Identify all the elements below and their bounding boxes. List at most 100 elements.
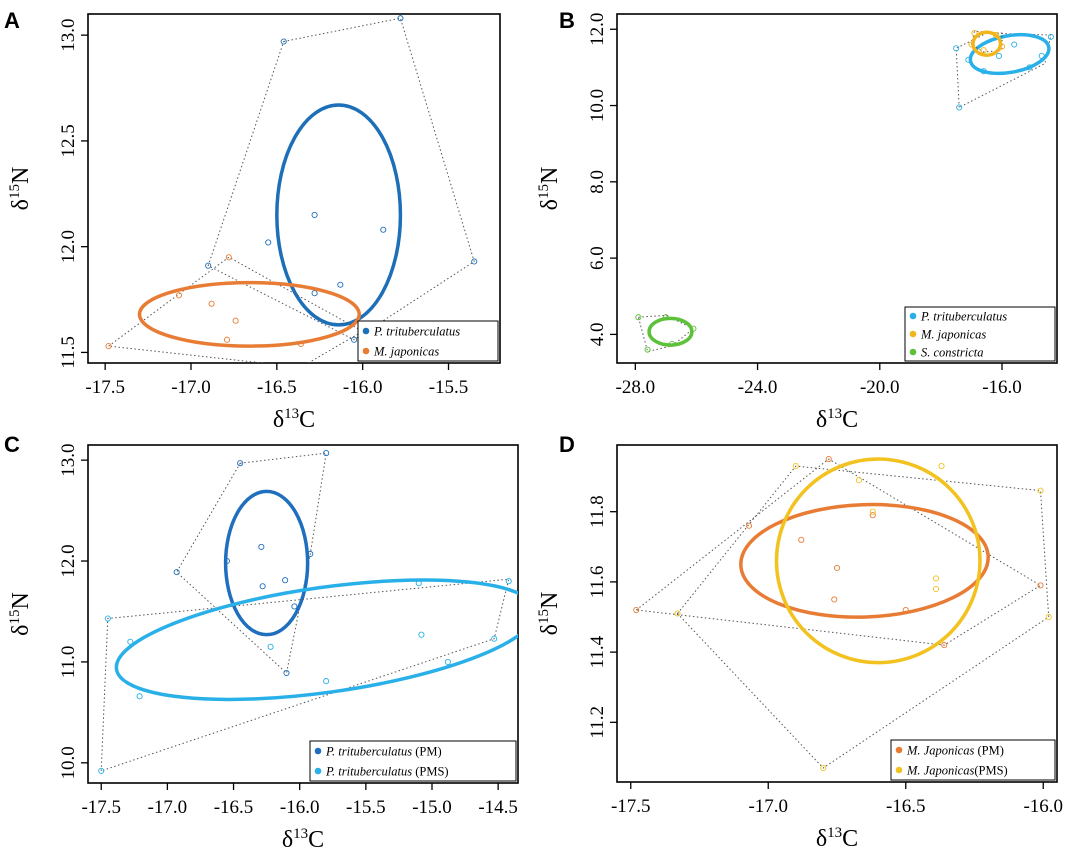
label-part: δ <box>816 826 827 852</box>
label-part: 15 <box>536 609 552 624</box>
x-tick-label: -17.0 <box>148 797 188 818</box>
y-axis-label: δ15N <box>7 592 34 636</box>
data-point <box>280 38 287 45</box>
legend-swatch <box>909 312 917 320</box>
plot-frame <box>87 13 501 364</box>
x-axis-label: δ13C <box>816 406 858 433</box>
label-part: 13 <box>827 825 842 841</box>
data-layer <box>633 455 1052 772</box>
data-point <box>265 239 272 246</box>
data-point <box>397 15 404 22</box>
data-point <box>1038 52 1045 60</box>
label-part: N <box>8 167 34 184</box>
data-point <box>173 569 180 576</box>
y-tick-label: 11.0 <box>58 646 79 679</box>
data-point <box>323 450 330 457</box>
panel-d: D-17.5 -17.0 -16.5 -16.011.211.411.611.8δ13… <box>536 432 1063 852</box>
label-part: N <box>537 167 563 184</box>
label-part: 13 <box>284 406 299 422</box>
y-tick-label: 12.0 <box>58 230 79 263</box>
data-point <box>953 45 960 52</box>
data-point <box>283 669 290 677</box>
data-point <box>869 508 876 515</box>
sea-ellipse <box>647 316 694 347</box>
y-tick-label: 11.8 <box>587 495 608 528</box>
y-tick-label: 10.0 <box>58 746 79 779</box>
x-tick-label: -17.0 <box>171 377 211 398</box>
data-layer <box>98 450 518 774</box>
data-point <box>1026 64 1033 71</box>
data-point <box>175 292 183 299</box>
data-point <box>380 226 387 233</box>
x-tick-label: -16.5 <box>257 377 297 398</box>
legend-label: P. trituberculatus <box>920 310 1007 324</box>
legend-name: M. Japonicas <box>906 764 974 778</box>
legend-swatch <box>909 348 917 356</box>
data-point <box>298 365 303 370</box>
data-point <box>644 346 651 353</box>
y-tick-label: 10.0 <box>587 89 608 122</box>
y-axis-label: δ15N <box>536 592 563 636</box>
label-part: 15 <box>7 610 23 625</box>
data-point <box>745 522 753 529</box>
legend-label: P. trituberculatus <box>373 325 460 339</box>
label-part: 13 <box>827 406 842 422</box>
x-tick-label: -17.5 <box>85 377 125 398</box>
data-point <box>971 30 978 37</box>
y-tick-label: 11.2 <box>587 706 608 739</box>
data-point <box>662 314 669 321</box>
plot-frame <box>616 13 1058 364</box>
y-tick-label: 12.0 <box>587 13 608 46</box>
label-part: 15 <box>536 184 552 199</box>
data-point <box>820 764 827 772</box>
data-point <box>965 56 972 63</box>
data-point <box>992 31 999 39</box>
sea-ellipse <box>275 103 403 327</box>
data-point <box>674 610 681 617</box>
y-tick-label: 12.5 <box>58 124 79 157</box>
data-point <box>471 258 478 265</box>
legend-box <box>890 739 1056 781</box>
data-point <box>259 583 266 590</box>
data-point <box>136 693 143 700</box>
x-axis-label: δ13C <box>816 825 858 852</box>
data-point <box>505 578 512 585</box>
data-point <box>297 340 304 348</box>
data-point <box>232 317 239 324</box>
label-part: δ <box>537 624 563 635</box>
data-point <box>998 43 1006 50</box>
data-point <box>635 314 642 321</box>
convex-hull <box>637 314 695 353</box>
panel-letter: C <box>4 432 20 457</box>
x-tick-label: -28.0 <box>616 377 656 398</box>
data-point <box>337 281 344 288</box>
panel-letter: B <box>559 8 575 33</box>
data-point <box>311 211 318 218</box>
data-point <box>995 52 1002 60</box>
data-point <box>307 550 314 558</box>
y-tick-label: 11.4 <box>587 635 608 668</box>
x-tick-label: -20.0 <box>860 377 900 398</box>
label-part: δ <box>8 199 34 210</box>
y-tick-label: 8.0 <box>587 170 608 194</box>
label-part: δ <box>537 199 563 210</box>
legend-suffix: (PM) <box>974 744 1004 758</box>
x-tick-label: -16.0 <box>1023 796 1063 817</box>
convex-hull <box>107 256 364 363</box>
data-layer <box>635 30 1054 353</box>
label-part: δ <box>273 407 284 433</box>
data-point <box>941 642 948 649</box>
panel-c: C -17.5 -17.0 -16.5 -16.0 -15.5 -15.0 -14.5 10.0… <box>4 432 519 853</box>
data-point <box>491 635 498 642</box>
data-point <box>323 678 330 685</box>
y-tick-label: 6.0 <box>587 246 608 270</box>
label-part: C <box>308 827 324 853</box>
data-point <box>902 606 909 614</box>
data-point <box>968 41 975 48</box>
legend-name: P. trituberculatus <box>373 325 460 339</box>
data-point <box>1037 582 1044 589</box>
y-tick-label: 12.0 <box>58 544 79 577</box>
convex-hull <box>207 17 475 341</box>
legend-name: P. trituberculatus <box>325 745 412 759</box>
legend-label: P. trituberculatus (PMS) <box>325 765 449 779</box>
